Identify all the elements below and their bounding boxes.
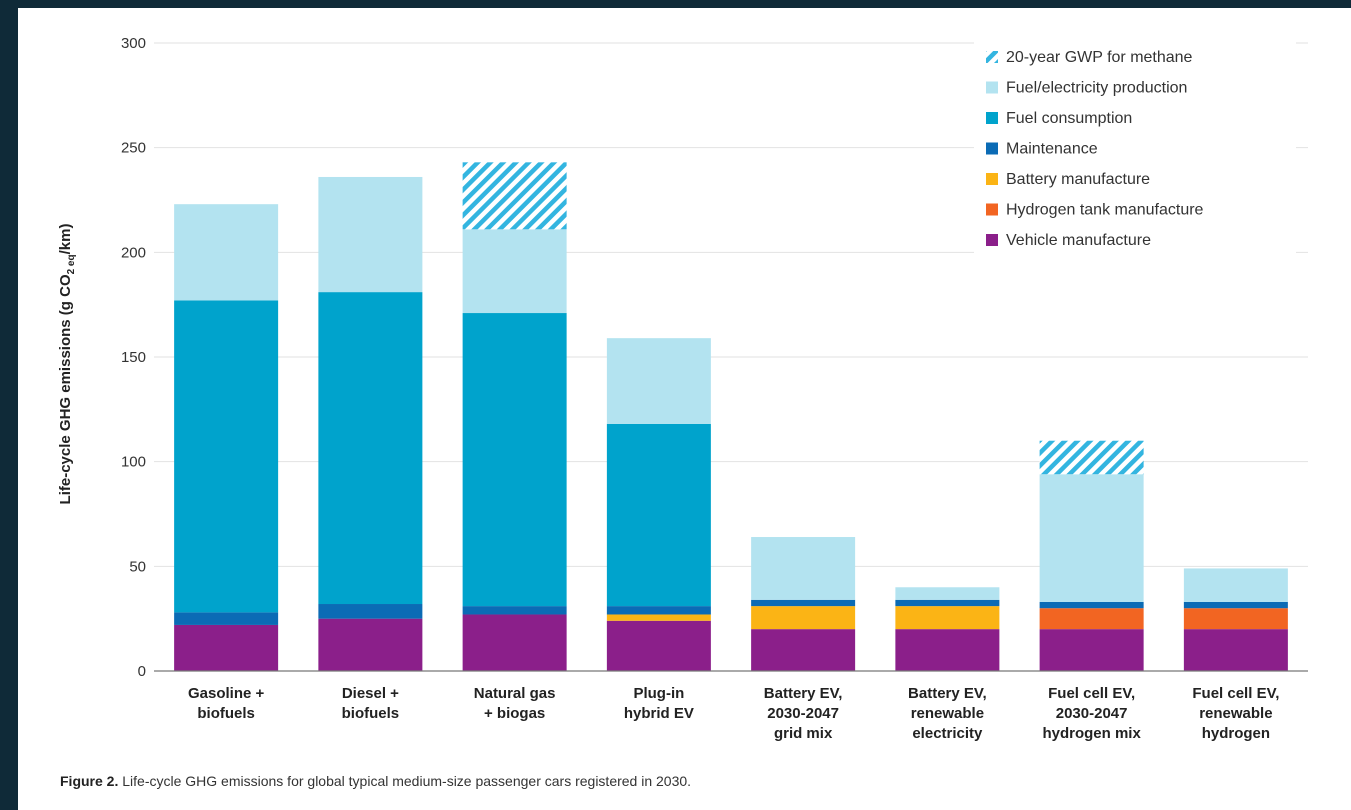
bar-segment bbox=[462, 606, 567, 615]
bar-segment bbox=[174, 612, 279, 625]
bar-segment bbox=[174, 624, 279, 671]
legend-swatch bbox=[986, 112, 998, 124]
bar-segment bbox=[462, 614, 567, 671]
bar-segment bbox=[895, 587, 1000, 600]
bar-segment bbox=[895, 606, 1000, 630]
bar-chart: 0 50 100 150 200 250 300 Gasoline + biofuels Dies… bbox=[57, 35, 1308, 742]
caption-label: Figure 2. bbox=[60, 773, 119, 789]
legend-background bbox=[974, 40, 1296, 260]
legend-swatch bbox=[986, 203, 998, 216]
legend-label: 20-year GWP for methane bbox=[1006, 49, 1193, 66]
bar-segment bbox=[462, 313, 567, 607]
bar-segment bbox=[751, 629, 856, 671]
legend-label: Maintenance bbox=[1006, 141, 1098, 158]
bar-segment bbox=[751, 599, 856, 607]
caption-text: Life-cycle GHG emissions for global typi… bbox=[118, 773, 692, 789]
legend-swatch bbox=[986, 81, 998, 94]
x-category-label: Diesel + biofuels bbox=[342, 685, 400, 722]
y-tick-label: 100 bbox=[121, 454, 146, 471]
bar-segment bbox=[318, 618, 423, 671]
bar-segment bbox=[1183, 601, 1288, 609]
bar-segment bbox=[606, 423, 711, 607]
bar-segment bbox=[1039, 629, 1144, 671]
bar-segment bbox=[462, 162, 567, 230]
y-tick-label: 300 bbox=[121, 35, 146, 52]
legend-swatch bbox=[986, 234, 998, 246]
figure-panel: 0 50 100 150 200 250 300 Gasoline + biofuels Dies… bbox=[18, 8, 1351, 810]
bar-segment bbox=[751, 537, 856, 600]
bar-segment bbox=[1039, 474, 1144, 602]
bar-segment bbox=[606, 620, 711, 671]
bar-segment bbox=[606, 614, 711, 621]
legend-swatch bbox=[986, 173, 998, 185]
legend-label: Fuel consumption bbox=[1006, 110, 1132, 127]
bar-segment bbox=[174, 204, 279, 301]
x-category-label: Battery EV, renewable electricity bbox=[908, 685, 987, 742]
bar-segment bbox=[174, 300, 279, 613]
x-category-label: Fuel cell EV, renewable hydrogen bbox=[1192, 685, 1279, 742]
y-tick-label: 150 bbox=[121, 349, 146, 366]
y-tick-label: 0 bbox=[138, 663, 146, 680]
bar-segment bbox=[318, 604, 423, 619]
y-tick-label: 250 bbox=[121, 140, 146, 157]
bar-segment bbox=[895, 629, 1000, 671]
y-axis-title: Life-cycle GHG emissions (g CO2 eq/km) bbox=[57, 224, 77, 505]
bar-segment bbox=[318, 176, 423, 293]
legend-swatch bbox=[986, 142, 998, 155]
x-category-label: Natural gas + biogas bbox=[474, 685, 556, 722]
legend-label: Hydrogen tank manufacture bbox=[1006, 202, 1204, 219]
bar-segment bbox=[1183, 608, 1288, 630]
bar-segment bbox=[1039, 601, 1144, 609]
legend-label: Fuel/electricity production bbox=[1006, 80, 1187, 97]
legend-label: Battery manufacture bbox=[1006, 171, 1150, 188]
bar-segment bbox=[606, 606, 711, 615]
bar-segment bbox=[1039, 440, 1144, 475]
y-tick-label: 200 bbox=[121, 244, 146, 261]
bar-segment bbox=[1183, 568, 1288, 602]
x-category-label: Battery EV, 2030-2047 grid mix bbox=[764, 685, 843, 742]
bar-segment bbox=[1183, 629, 1288, 671]
legend-label: Vehicle manufacture bbox=[1006, 232, 1151, 249]
x-category-label: Plug-in hybrid EV bbox=[624, 685, 694, 722]
bar-segment bbox=[462, 229, 567, 314]
y-tick-label: 50 bbox=[129, 558, 146, 575]
x-category-label: Fuel cell EV, 2030-2047 hydrogen mix bbox=[1042, 685, 1141, 742]
bar-segment bbox=[1039, 608, 1144, 630]
legend-swatch bbox=[986, 51, 998, 63]
bar-segment bbox=[751, 606, 856, 630]
x-category-label: Gasoline + biofuels bbox=[188, 685, 265, 722]
figure-caption: Figure 2. Life-cycle GHG emissions for g… bbox=[60, 773, 691, 789]
bar-segment bbox=[895, 599, 1000, 607]
bar-segment bbox=[318, 292, 423, 605]
bar-segment bbox=[606, 338, 711, 424]
